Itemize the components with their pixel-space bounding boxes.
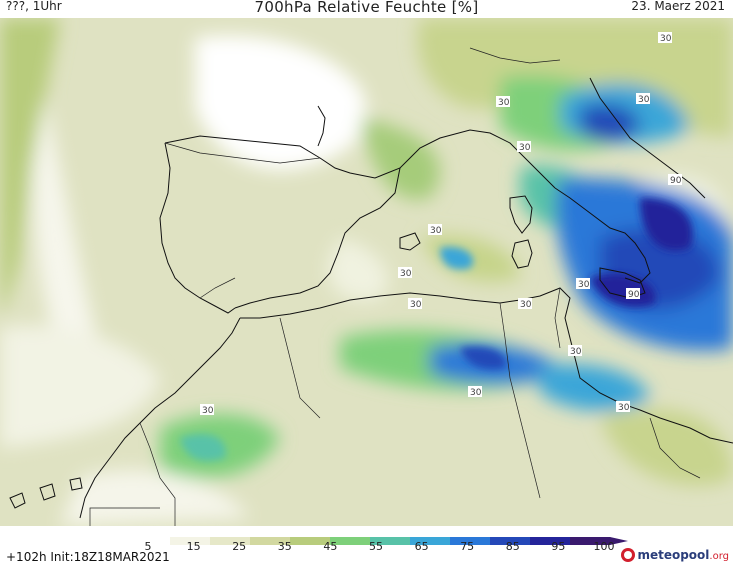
map-title: 700hPa Relative Feuchte [%]	[254, 0, 479, 16]
svg-text:30: 30	[400, 269, 412, 279]
svg-text:30: 30	[410, 300, 422, 310]
contour-label: 30	[398, 267, 412, 279]
colorbar-tick-label: 95	[551, 540, 566, 553]
colorbar-segment	[290, 537, 331, 545]
contour-label: 30	[576, 278, 590, 290]
logo-circle-icon	[621, 548, 636, 562]
date-label: 23. Maerz 2021	[631, 0, 725, 13]
svg-text:30: 30	[570, 347, 582, 357]
colorbar-segment	[250, 537, 291, 545]
country-borders	[89, 47, 701, 526]
colorbar-tick-label: 35	[277, 540, 292, 553]
colorbar-segment	[330, 537, 371, 545]
contour-label: 30	[616, 401, 630, 413]
colorbar-extend-arrow	[610, 537, 628, 545]
humidity-map: 30 30 30 30 30 30 30 30 30 30 30 30 30 9…	[0, 18, 733, 526]
svg-text:90: 90	[670, 176, 682, 186]
colorbar-segment	[370, 537, 411, 545]
svg-text:30: 30	[498, 98, 510, 108]
header: ???, 1Uhr 700hPa Relative Feuchte [%] 23…	[0, 0, 733, 18]
svg-text:30: 30	[660, 34, 672, 44]
colorbar-tick-label: 25	[232, 540, 247, 553]
footer: 5 15 25 35 45 55 65 75 85 95 100 +102h Init:18Z18M…	[0, 526, 733, 566]
contour-label: 30	[517, 141, 531, 153]
colorbar-segment	[410, 537, 451, 545]
colorbar-tick-label: 45	[323, 540, 338, 553]
svg-text:30: 30	[520, 300, 532, 310]
svg-text:30: 30	[202, 406, 214, 416]
svg-text:30: 30	[430, 226, 442, 236]
colorbar-tick-label: 55	[369, 540, 383, 553]
svg-text:30: 30	[519, 143, 531, 153]
colorbar-tick-label: 100	[593, 540, 615, 553]
colorbar-segment	[490, 537, 531, 545]
contour-label: 30	[200, 404, 214, 416]
svg-text:30: 30	[578, 280, 590, 290]
svg-text:90: 90	[628, 290, 640, 300]
colorbar-segment	[210, 537, 251, 545]
colorbar	[130, 530, 630, 545]
contour-label: 90	[668, 174, 682, 186]
colorbar-segment	[570, 537, 611, 545]
colorbar-segment	[170, 537, 211, 545]
contour-label: 30	[636, 93, 650, 105]
contour-label: 30	[658, 32, 672, 44]
contour-label: 30	[428, 224, 442, 236]
svg-text:30: 30	[618, 403, 630, 413]
colorbar-tick-label: 5	[144, 540, 152, 553]
colorbar-tick-label: 15	[186, 540, 201, 553]
logo-text: meteopool.org	[637, 548, 729, 562]
contour-label: 30	[568, 345, 582, 357]
colorbar-segment	[530, 537, 571, 545]
contour-label: 30	[408, 298, 422, 310]
contour-label: 30	[468, 386, 482, 398]
svg-text:30: 30	[638, 95, 650, 105]
svg-text:30: 30	[470, 388, 482, 398]
humidity-field	[0, 18, 733, 526]
colorbar-strip	[130, 537, 628, 545]
run-info: +102h Init:18Z18MAR2021	[6, 550, 170, 564]
contour-label: 30	[496, 96, 510, 108]
colorbar-tick-label: 75	[460, 540, 475, 553]
valid-time-label: ???, 1Uhr	[6, 0, 62, 13]
colorbar-segment	[130, 537, 171, 545]
contour-label: 30	[518, 298, 532, 310]
colorbar-segment	[450, 537, 491, 545]
contour-label: 90	[626, 288, 640, 300]
meteopool-logo[interactable]: meteopool.org	[621, 546, 729, 564]
colorbar-tick-label: 85	[505, 540, 520, 553]
colorbar-tick-label: 65	[414, 540, 429, 553]
contour-labels: 30 30 30 30 30 30 30 30 30 30 30 30 30 9…	[200, 32, 682, 416]
